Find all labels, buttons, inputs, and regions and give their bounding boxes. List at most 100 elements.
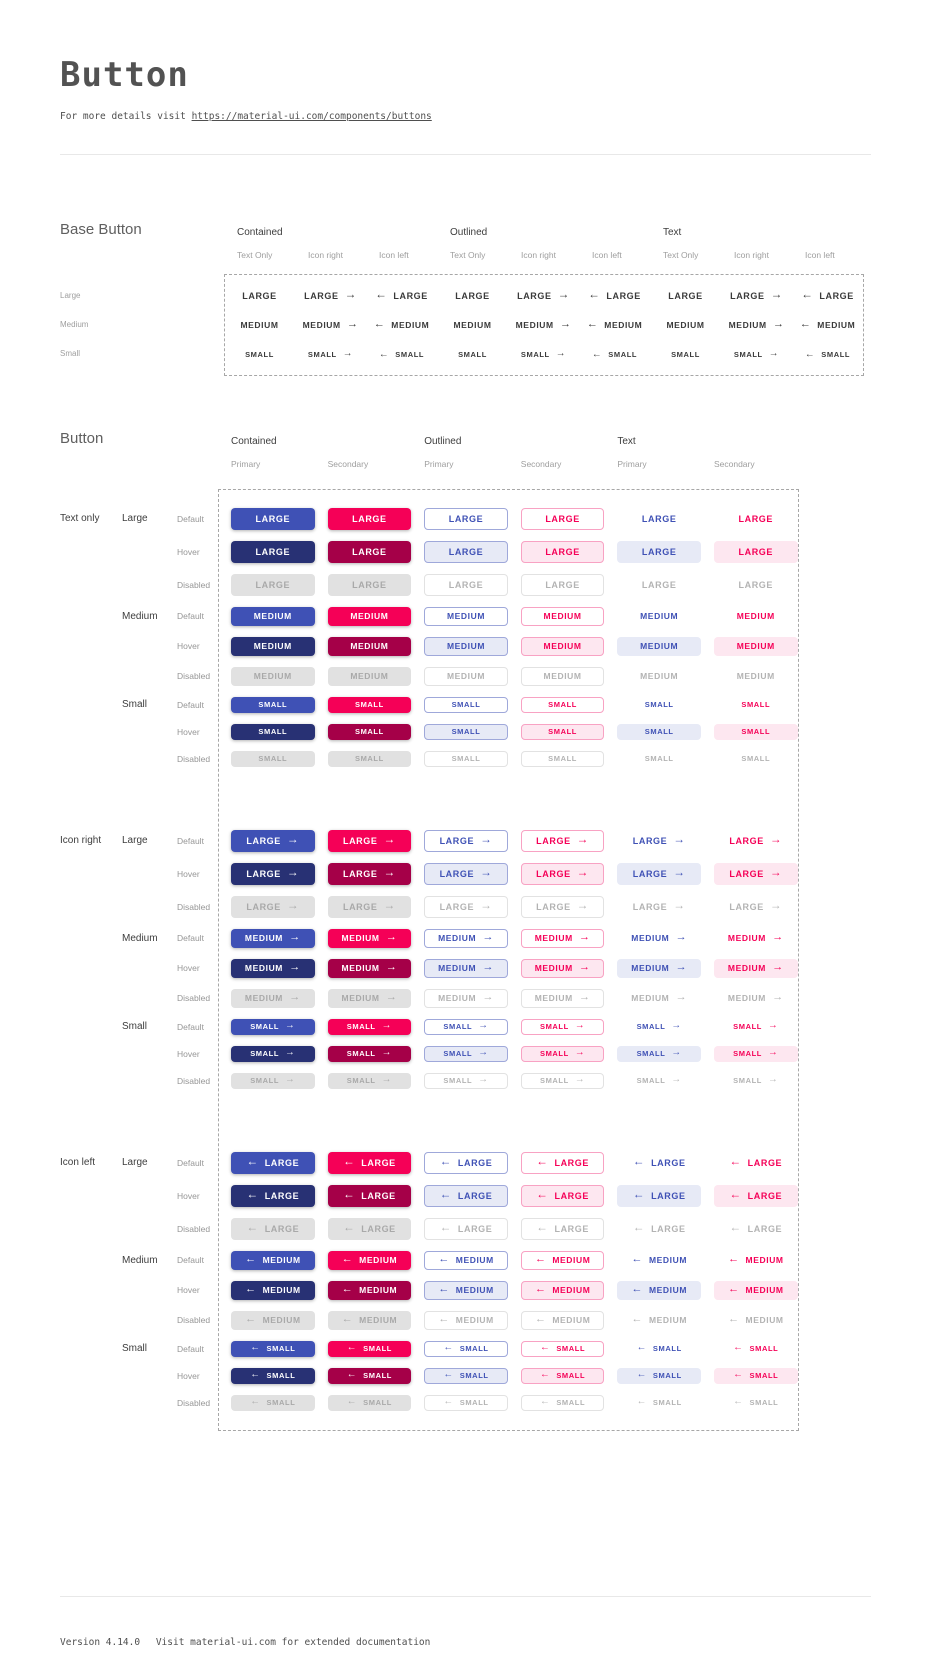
button-text-secondary-medium-hover-icon-left[interactable]: ← MEDIUM [713,1280,798,1300]
button-contained-primary-medium-default-icon-right[interactable]: MEDIUM → [231,928,315,948]
button-text-primary-small-hover-icon-left[interactable]: ← SMALL [617,1367,701,1384]
button-outlined-primary-small-hover-icon-right[interactable]: SMALL → [424,1045,508,1062]
button-text-primary-medium-hover-icon-left[interactable]: ← MEDIUM [617,1280,701,1300]
button-text-primary-large-hover[interactable]: LARGE [617,540,701,563]
button-contained-secondary-large-default-icon-left[interactable]: ← LARGE [327,1151,412,1174]
base-button-contained-icon-right-small[interactable]: SMALL → [302,347,359,363]
button-text-secondary-large-default-icon-left[interactable]: ← LARGE [714,1152,798,1174]
button-text-primary-medium-default[interactable]: MEDIUM [617,607,701,626]
button-text-secondary-large-hover-icon-left[interactable]: ← LARGE [713,1184,798,1207]
button-text-secondary-small-default-icon-left[interactable]: ← SMALL [714,1341,798,1357]
button-contained-primary-large-default-icon-left[interactable]: ← LARGE [231,1151,315,1174]
base-button-outlined-text-only-small[interactable]: SMALL [452,347,493,363]
button-text-primary-medium-default-icon-left[interactable]: ← MEDIUM [617,1251,701,1270]
button-text-primary-small-hover[interactable]: SMALL [617,723,701,740]
button-contained-primary-medium-default[interactable]: MEDIUM [231,606,315,626]
base-button-text-text-only-large[interactable]: LARGE [662,285,709,307]
base-button-outlined-text-only-medium[interactable]: MEDIUM [447,315,497,334]
button-text-secondary-medium-default-icon-right[interactable]: MEDIUM → [714,929,798,948]
base-button-text-icon-right-small[interactable]: SMALL → [728,347,785,363]
button-outlined-primary-medium-default-icon-right[interactable]: MEDIUM → [424,928,508,948]
button-text-secondary-small-default[interactable]: SMALL [714,697,798,713]
button-text-primary-medium-hover-icon-right[interactable]: MEDIUM → [617,958,701,978]
button-outlined-primary-large-hover[interactable]: LARGE [424,540,508,563]
button-contained-secondary-large-hover-icon-left[interactable]: ← LARGE [327,1184,412,1207]
button-outlined-secondary-large-hover[interactable]: LARGE [520,540,605,563]
button-text-primary-large-default-icon-left[interactable]: ← LARGE [617,1152,701,1174]
base-button-outlined-icon-right-small[interactable]: SMALL → [515,347,572,363]
button-contained-primary-small-default[interactable]: SMALL [231,696,315,713]
button-text-primary-small-default[interactable]: SMALL [617,697,701,713]
base-button-text-icon-left-large[interactable]: ← LARGE [795,285,860,307]
button-outlined-secondary-small-hover[interactable]: SMALL [520,723,605,740]
base-button-outlined-icon-left-large[interactable]: ← LARGE [582,285,647,307]
button-text-primary-small-default-icon-left[interactable]: ← SMALL [617,1341,701,1357]
button-contained-primary-large-default-icon-right[interactable]: LARGE → [231,829,315,852]
docs-link[interactable]: https://material-ui.com/components/butto… [191,111,432,122]
button-contained-primary-small-hover[interactable]: SMALL [231,723,315,740]
button-outlined-primary-small-hover-icon-left[interactable]: ← SMALL [424,1367,508,1384]
button-outlined-secondary-large-hover-icon-left[interactable]: ← LARGE [520,1184,605,1207]
base-button-contained-icon-left-small[interactable]: ← SMALL [373,347,430,363]
base-button-text-icon-right-large[interactable]: LARGE → [724,285,789,307]
base-button-contained-icon-right-medium[interactable]: MEDIUM → [297,315,365,334]
button-text-primary-large-hover-icon-right[interactable]: LARGE → [617,862,701,885]
button-contained-primary-small-default-icon-left[interactable]: ← SMALL [231,1340,315,1357]
button-outlined-primary-medium-hover-icon-left[interactable]: ← MEDIUM [424,1280,508,1300]
base-button-text-icon-right-medium[interactable]: MEDIUM → [723,315,791,334]
base-button-contained-icon-left-large[interactable]: ← LARGE [369,285,434,307]
button-outlined-primary-medium-hover-icon-right[interactable]: MEDIUM → [424,958,508,978]
button-text-secondary-large-hover[interactable]: LARGE [713,540,798,563]
button-outlined-primary-small-default-icon-left[interactable]: ← SMALL [424,1340,508,1357]
button-contained-secondary-medium-hover-icon-left[interactable]: ← MEDIUM [327,1280,412,1300]
button-outlined-primary-large-default-icon-left[interactable]: ← LARGE [424,1151,508,1174]
button-contained-primary-medium-hover-icon-right[interactable]: MEDIUM → [231,958,315,978]
button-contained-secondary-medium-hover-icon-right[interactable]: MEDIUM → [327,958,412,978]
button-contained-secondary-medium-default-icon-left[interactable]: ← MEDIUM [327,1250,412,1270]
button-text-secondary-large-hover-icon-right[interactable]: LARGE → [713,862,798,885]
button-contained-secondary-medium-default[interactable]: MEDIUM [327,606,412,626]
button-contained-primary-large-hover[interactable]: LARGE [231,540,315,563]
button-outlined-primary-large-default-icon-right[interactable]: LARGE → [424,829,508,852]
button-contained-primary-small-hover-icon-left[interactable]: ← SMALL [231,1367,315,1384]
button-contained-secondary-small-hover[interactable]: SMALL [327,723,412,740]
button-text-primary-large-default-icon-right[interactable]: LARGE → [617,830,701,852]
base-button-outlined-text-only-large[interactable]: LARGE [449,285,496,307]
button-text-secondary-small-hover-icon-left[interactable]: ← SMALL [713,1367,798,1384]
button-text-primary-small-hover-icon-right[interactable]: SMALL → [617,1045,701,1062]
button-outlined-secondary-medium-default[interactable]: MEDIUM [520,606,605,626]
button-text-secondary-small-hover[interactable]: SMALL [713,723,798,740]
button-outlined-secondary-medium-default-icon-right[interactable]: MEDIUM → [520,928,605,948]
base-button-text-text-only-small[interactable]: SMALL [665,347,706,363]
button-contained-primary-large-hover-icon-right[interactable]: LARGE → [231,862,315,885]
button-text-secondary-medium-hover-icon-right[interactable]: MEDIUM → [713,958,798,978]
button-outlined-primary-large-default[interactable]: LARGE [424,507,508,530]
button-outlined-primary-small-default-icon-right[interactable]: SMALL → [424,1018,508,1035]
button-text-primary-small-default-icon-right[interactable]: SMALL → [617,1019,701,1035]
button-text-secondary-medium-default-icon-left[interactable]: ← MEDIUM [714,1251,798,1270]
button-contained-primary-small-default-icon-right[interactable]: SMALL → [231,1018,315,1035]
button-contained-secondary-large-default-icon-right[interactable]: LARGE → [327,829,412,852]
button-contained-secondary-small-default[interactable]: SMALL [327,696,412,713]
button-contained-secondary-small-hover-icon-left[interactable]: ← SMALL [327,1367,412,1384]
button-text-secondary-medium-default[interactable]: MEDIUM [714,607,798,626]
button-outlined-secondary-small-default-icon-left[interactable]: ← SMALL [520,1340,605,1357]
base-button-contained-text-only-large[interactable]: LARGE [236,285,283,307]
base-button-outlined-icon-left-medium[interactable]: ← MEDIUM [581,316,649,335]
button-outlined-secondary-small-default-icon-right[interactable]: SMALL → [520,1018,605,1035]
button-contained-primary-large-default[interactable]: LARGE [231,507,315,530]
button-outlined-secondary-small-hover-icon-right[interactable]: SMALL → [520,1045,605,1062]
button-contained-primary-medium-hover-icon-left[interactable]: ← MEDIUM [231,1280,315,1300]
button-outlined-secondary-small-default[interactable]: SMALL [520,696,605,713]
button-contained-primary-large-hover-icon-left[interactable]: ← LARGE [231,1184,315,1207]
button-contained-secondary-medium-default-icon-right[interactable]: MEDIUM → [327,928,412,948]
button-contained-secondary-large-default[interactable]: LARGE [327,507,412,530]
button-contained-secondary-large-hover[interactable]: LARGE [327,540,412,563]
base-button-outlined-icon-left-small[interactable]: ← SMALL [586,347,643,363]
button-text-secondary-small-default-icon-right[interactable]: SMALL → [714,1019,798,1035]
button-contained-primary-small-hover-icon-right[interactable]: SMALL → [231,1045,315,1062]
button-contained-secondary-small-default-icon-right[interactable]: SMALL → [327,1018,412,1035]
button-outlined-secondary-medium-hover-icon-right[interactable]: MEDIUM → [520,958,605,978]
button-outlined-secondary-large-default[interactable]: LARGE [520,507,605,530]
button-text-primary-medium-hover[interactable]: MEDIUM [617,636,701,656]
